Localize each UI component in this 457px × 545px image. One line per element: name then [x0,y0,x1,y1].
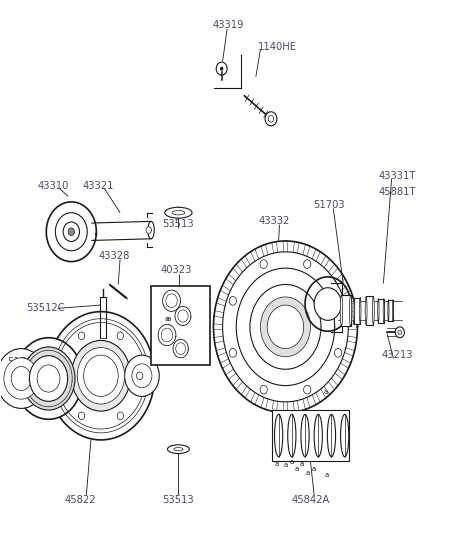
Ellipse shape [340,295,343,326]
Circle shape [303,260,311,269]
Circle shape [335,296,342,305]
Text: 43319: 43319 [213,20,244,30]
Circle shape [161,328,173,342]
Circle shape [260,260,267,269]
Circle shape [14,338,83,419]
Circle shape [216,62,227,75]
Ellipse shape [148,221,154,239]
Text: 43310: 43310 [37,180,69,191]
Circle shape [229,348,236,357]
Bar [354,298,360,324]
Ellipse shape [378,299,379,323]
Bar [151,286,210,365]
Text: 43213: 43213 [381,350,413,360]
Circle shape [314,288,341,320]
Circle shape [63,222,80,241]
Ellipse shape [388,300,389,322]
Bar [366,296,373,325]
Text: a: a [306,470,310,476]
Text: a: a [295,467,299,473]
Text: a: a [299,461,303,467]
Circle shape [265,112,277,126]
Circle shape [395,327,404,338]
Circle shape [22,347,75,410]
Circle shape [260,297,310,357]
Text: a: a [325,472,329,478]
Bar [378,299,384,323]
Circle shape [37,365,60,392]
Circle shape [59,372,65,379]
Ellipse shape [167,445,189,453]
Circle shape [303,385,311,394]
Circle shape [229,296,236,305]
Text: 51703: 51703 [313,199,345,209]
Text: a: a [283,463,287,469]
Circle shape [55,213,87,251]
Circle shape [137,372,143,379]
Text: 1140HE: 1140HE [258,42,297,52]
Circle shape [146,227,152,233]
Text: 43331T: 43331T [378,171,416,181]
Circle shape [68,228,74,235]
Circle shape [220,67,223,70]
Text: 51703: 51703 [8,357,39,367]
Text: a: a [324,389,328,395]
Circle shape [117,412,123,420]
Circle shape [176,343,186,354]
Bar [341,295,351,326]
Text: 43328: 43328 [99,251,130,261]
Bar [272,410,349,462]
Text: a: a [274,461,278,467]
Circle shape [132,364,152,387]
Text: 40323: 40323 [160,265,192,275]
Text: a: a [312,467,316,473]
Circle shape [79,332,85,340]
Text: 45881T: 45881T [378,187,416,197]
Text: 45842A: 45842A [291,495,329,505]
Ellipse shape [353,298,355,324]
Text: 53513: 53513 [163,495,194,505]
Circle shape [250,284,321,370]
Ellipse shape [365,296,367,325]
Bar [388,300,393,322]
Ellipse shape [174,447,183,451]
Circle shape [4,358,38,399]
Circle shape [0,349,46,408]
Circle shape [47,312,154,440]
Text: 43321: 43321 [83,180,114,191]
Circle shape [71,341,131,411]
Ellipse shape [372,296,374,325]
Circle shape [166,294,177,307]
Circle shape [260,385,267,394]
Text: a: a [166,316,170,322]
Text: 53513: 53513 [163,219,194,228]
Ellipse shape [165,207,192,218]
Text: a: a [289,459,293,465]
Text: 45822: 45822 [64,495,96,505]
Ellipse shape [359,298,361,324]
Circle shape [29,356,68,401]
Text: a: a [165,316,169,322]
Circle shape [79,412,85,420]
Ellipse shape [172,210,185,215]
Circle shape [267,305,303,349]
Text: 53512C: 53512C [26,303,64,313]
Circle shape [117,332,123,340]
Circle shape [125,355,159,396]
Ellipse shape [383,299,384,323]
Text: 43332: 43332 [258,216,290,226]
Circle shape [335,348,342,357]
Circle shape [77,348,125,404]
Ellipse shape [350,295,352,326]
Circle shape [178,310,188,322]
